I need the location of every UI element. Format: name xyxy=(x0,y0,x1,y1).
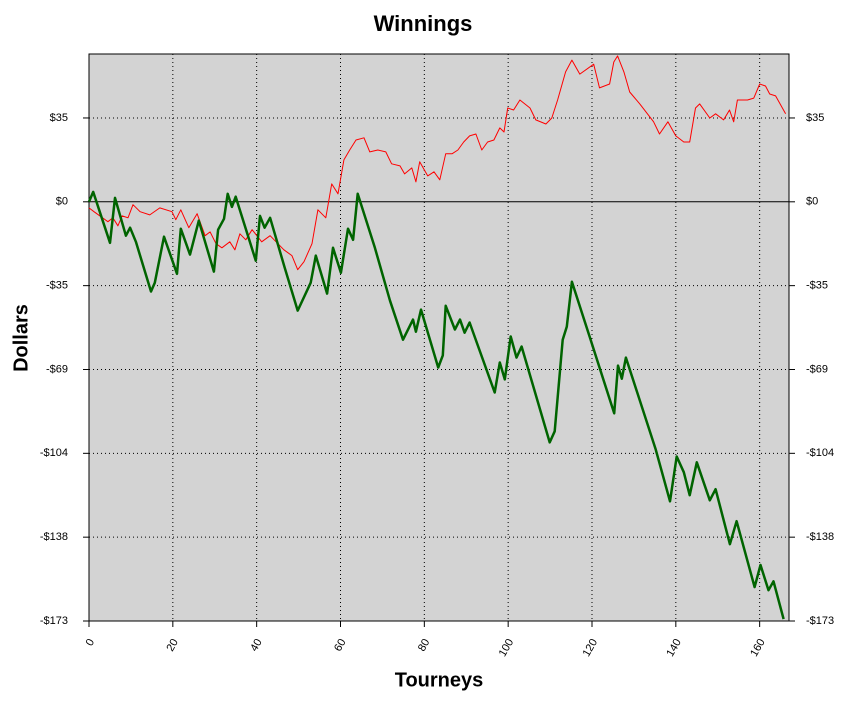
y-tick-label: -$138 xyxy=(40,531,68,543)
y-tick-label: -$104 xyxy=(40,447,68,459)
x-tick-label: 20 xyxy=(164,637,181,654)
x-tick-label: 140 xyxy=(664,637,684,659)
y-tick-label: $0 xyxy=(56,196,68,208)
y2-tick-label: -$138 xyxy=(806,531,834,543)
y2-tick-label: -$173 xyxy=(806,615,834,627)
y2-tick-label: $35 xyxy=(806,112,824,124)
x-tick-label: 160 xyxy=(748,637,768,659)
x-tick-label: 0 xyxy=(84,637,97,648)
x-tick-label: 80 xyxy=(416,637,433,654)
x-tick-label: 40 xyxy=(248,637,265,654)
plot-area xyxy=(88,53,790,622)
y2-tick-label: -$104 xyxy=(806,447,834,459)
chart-title: Winnings xyxy=(374,11,473,36)
series-line xyxy=(87,190,785,620)
y-tick-label: $35 xyxy=(50,112,68,124)
x-axis-title: Tourneys xyxy=(395,669,484,691)
y2-tick-label: $0 xyxy=(806,196,818,208)
y-tick-label: -$35 xyxy=(46,280,68,292)
x-tick-label: 120 xyxy=(581,637,601,659)
x-tick-label: 100 xyxy=(497,637,517,659)
y2-tick-label: -$35 xyxy=(806,280,828,292)
series-line xyxy=(88,55,787,271)
y-tick-label: -$173 xyxy=(40,615,68,627)
y-tick-label: -$69 xyxy=(46,363,68,375)
y-axis-title: Dollars xyxy=(10,304,32,372)
y2-tick-label: -$69 xyxy=(806,363,828,375)
x-tick-label: 60 xyxy=(332,637,349,654)
